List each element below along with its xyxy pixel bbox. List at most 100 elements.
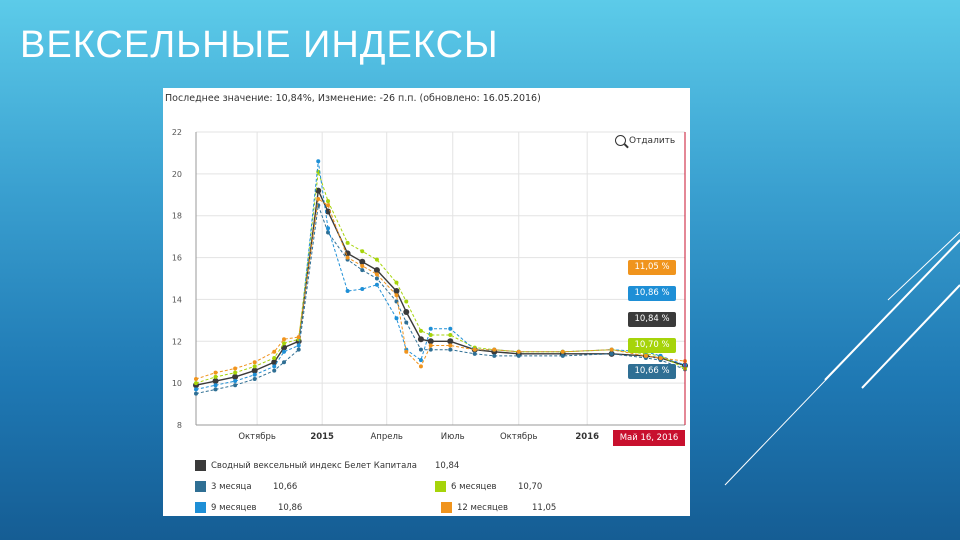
legend-swatch <box>435 481 446 492</box>
data-point <box>252 364 257 369</box>
y-tick-label: 16 <box>172 254 182 263</box>
data-point <box>272 349 277 354</box>
data-point <box>403 308 410 315</box>
legend-label: 9 месяцев <box>211 502 257 513</box>
x-tick-label: Апрель <box>370 432 402 442</box>
data-point <box>448 347 453 352</box>
badge-6-months: 10,70 % <box>628 338 676 353</box>
data-point <box>213 387 218 392</box>
data-point <box>447 338 454 345</box>
legend-label: 3 месяца <box>211 481 252 492</box>
badge-9-months: 10,86 % <box>628 286 676 301</box>
data-point <box>296 343 301 348</box>
data-point <box>374 276 379 281</box>
legend-swatch <box>195 460 206 471</box>
data-point <box>233 366 238 371</box>
data-point <box>316 196 321 201</box>
data-point <box>448 326 453 331</box>
data-point <box>345 289 350 294</box>
data-point <box>272 356 277 361</box>
data-point <box>404 299 409 304</box>
data-point <box>296 335 301 340</box>
magnifier-icon <box>615 135 626 146</box>
data-point <box>394 293 399 298</box>
chart-header: Последнее значение: 10,84%, Изменение: -… <box>165 93 541 104</box>
y-tick-label: 20 <box>172 170 182 179</box>
data-point <box>427 338 434 345</box>
legend-item-9-months[interactable]: 9 месяцев <box>195 502 257 513</box>
data-point <box>282 337 287 342</box>
data-point <box>360 249 365 254</box>
data-point <box>428 333 433 338</box>
data-point <box>326 203 331 208</box>
legend-value: 10,86 <box>278 503 303 513</box>
y-tick-label: 10 <box>172 379 182 388</box>
data-point <box>404 349 409 354</box>
data-point <box>326 199 331 204</box>
data-point <box>492 353 497 358</box>
y-tick-label: 22 <box>172 128 182 137</box>
badge-3-months: 10,66 % <box>628 364 676 379</box>
data-point <box>212 378 219 385</box>
data-point <box>233 383 238 388</box>
data-point <box>359 258 366 265</box>
data-point <box>418 364 423 369</box>
legend-swatch <box>195 481 206 492</box>
data-point <box>418 347 423 352</box>
x-tick-label: 2016 <box>575 432 599 442</box>
data-point <box>271 359 278 366</box>
data-point <box>428 326 433 331</box>
data-point <box>251 367 258 374</box>
legend-label: 12 месяцев <box>457 502 508 513</box>
data-point <box>516 349 521 354</box>
data-point <box>345 240 350 245</box>
data-point <box>418 358 423 363</box>
data-point <box>272 364 277 369</box>
x-tick-label: 2015 <box>310 432 334 442</box>
legend-value: 10,66 <box>273 482 298 492</box>
x-tick-label: Октябрь <box>500 432 538 442</box>
data-point <box>560 349 565 354</box>
data-point <box>360 268 365 273</box>
legend-item-6-months[interactable]: 6 месяцев <box>435 481 497 492</box>
legend-item-3-months[interactable]: 3 месяца <box>195 481 252 492</box>
data-point <box>326 226 331 231</box>
data-point <box>232 373 239 380</box>
legend-value: 10,84 <box>435 461 460 471</box>
data-point <box>272 368 277 373</box>
data-point <box>428 343 433 348</box>
data-point <box>560 353 565 358</box>
badge-index: 10,84 % <box>628 312 676 327</box>
date-badge: Май 16, 2016 <box>613 430 685 446</box>
chart-panel: Последнее значение: 10,84%, Изменение: -… <box>163 88 690 516</box>
x-tick-label: Июль <box>441 432 465 442</box>
data-point <box>373 267 380 274</box>
data-point <box>609 347 614 352</box>
data-point <box>282 341 287 346</box>
data-point <box>213 370 218 375</box>
line-chart: 8 10 12 14 16 18 20 22 Октябрь 2015 Апрель Июль Октя… <box>172 128 688 442</box>
data-point <box>213 383 218 388</box>
data-point <box>296 347 301 352</box>
data-point <box>282 349 287 354</box>
data-point <box>252 372 257 377</box>
legend-label: 6 месяцев <box>451 481 497 492</box>
data-point <box>394 280 399 285</box>
legend-item-12-months[interactable]: 12 месяцев <box>441 502 508 513</box>
data-point <box>252 376 257 381</box>
data-point <box>233 370 238 375</box>
data-point <box>404 320 409 325</box>
y-tick-label: 12 <box>172 337 182 346</box>
legend-swatch <box>195 502 206 513</box>
data-point <box>492 347 497 352</box>
legend-swatch <box>441 502 452 513</box>
zoom-out-button[interactable]: Отдалить <box>615 135 675 146</box>
data-point <box>393 288 400 295</box>
data-point <box>213 374 218 379</box>
data-point <box>417 336 424 343</box>
data-point <box>360 286 365 291</box>
data-point <box>282 360 287 365</box>
legend-item-index[interactable]: Сводный вексельный индекс Белет Капитала <box>195 460 417 471</box>
data-point <box>374 272 379 277</box>
data-point <box>448 343 453 348</box>
